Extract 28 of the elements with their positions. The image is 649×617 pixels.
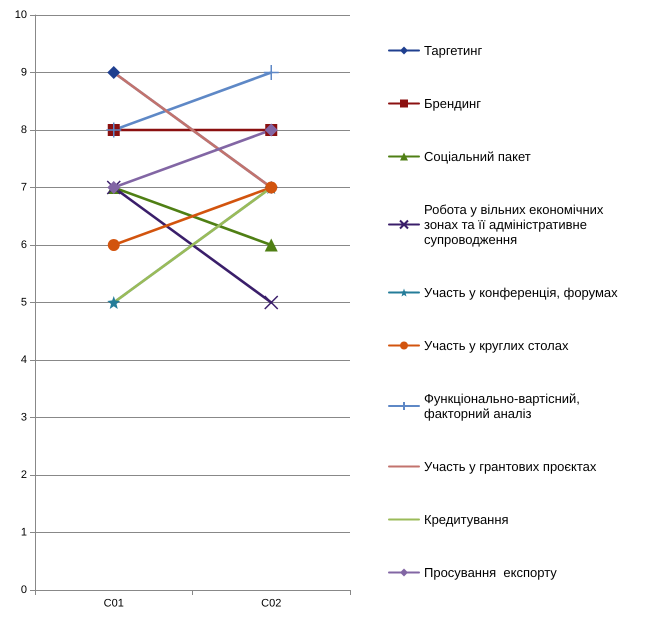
point — [107, 66, 120, 79]
legend-label: Кредитування — [424, 512, 509, 527]
y-tick-label: 5 — [20, 296, 27, 308]
legend-label: Функціонально-вартісний, факторний аналіз — [424, 391, 580, 421]
legend-label: Робота у вільних економічних зонах та її адміністративне супроводження — [424, 202, 604, 247]
y-tick-label: 4 — [20, 354, 27, 366]
y-tick-label: 7 — [20, 182, 27, 194]
y-tick-label: 3 — [20, 412, 27, 424]
x-tick-label: C01 — [104, 598, 124, 610]
y-tick-label: 2 — [20, 469, 27, 481]
x-tick-label: C02 — [261, 598, 282, 610]
legend-label: Участь у круглих столах — [424, 338, 569, 353]
y-tick-label: 10 — [14, 9, 27, 21]
legend-label: Брендинг — [424, 96, 482, 111]
point — [264, 295, 278, 310]
y-tick-label: 8 — [20, 124, 27, 136]
point — [263, 64, 280, 81]
y-tick-label: 9 — [20, 66, 27, 78]
point — [108, 239, 120, 251]
y-tick-label: 6 — [20, 239, 27, 251]
legend-label: Соціальний пакет — [424, 149, 531, 164]
point — [107, 296, 120, 309]
y-tick-label: 0 — [20, 584, 27, 596]
legend-label: Участь у конференція, форумах — [424, 285, 618, 300]
legend-label: Просування експорту — [424, 565, 558, 580]
y-tick-label: 1 — [20, 526, 27, 538]
legend-label: Участь у грантових проєктах — [424, 459, 597, 474]
legend-label: Таргетинг — [424, 43, 482, 58]
